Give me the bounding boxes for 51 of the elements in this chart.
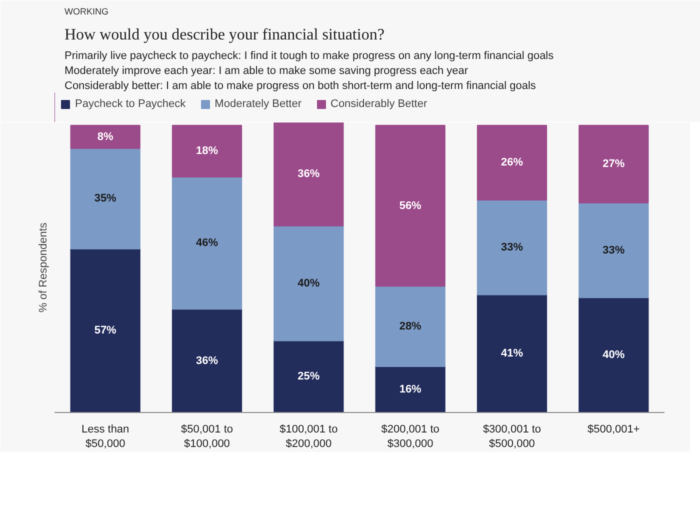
x-tick-label: Less than $50,000 [81, 424, 130, 450]
data-label: 36% [298, 168, 320, 180]
bar [70, 124, 140, 149]
data-label: 27% [602, 158, 625, 170]
bar [70, 248, 140, 412]
bar [578, 202, 649, 298]
bar [375, 286, 446, 368]
bar [274, 122, 344, 226]
x-tick-label: $50,001 to $100,000 [181, 424, 234, 450]
bar [172, 308, 242, 412]
data-label: 40% [602, 349, 625, 362]
data-label: 36% [196, 354, 218, 367]
data-label: 28% [399, 320, 422, 332]
text: WORKING [64, 6, 108, 16]
bar [375, 366, 446, 412]
chart-title: How would you describe your financial situation? [64, 26, 384, 44]
x-tick-label: $100,001 to $200,000 [280, 424, 338, 450]
data-label: 26% [500, 156, 524, 169]
bar [172, 176, 242, 310]
text: Considerably better: I am able to make progress on both short-term and long-term financial goals [64, 80, 536, 92]
bar [476, 124, 548, 201]
bar [70, 148, 140, 250]
bar [375, 124, 446, 287]
data-label: 18% [196, 145, 218, 158]
data-label: 33% [500, 241, 524, 254]
x-tick-label: $500,001+ [588, 424, 640, 436]
data-label: 56% [399, 200, 422, 212]
bar [172, 124, 242, 178]
text: Moderately improve each year: I am able to make some saving progress each year [64, 65, 468, 77]
bar [578, 124, 649, 204]
data-label: 8% [97, 130, 114, 143]
data-label: 40% [298, 277, 320, 290]
data-label: 35% [94, 192, 117, 205]
bar [476, 200, 548, 296]
data-label: 33% [602, 244, 625, 256]
legend-label: Considerably Better [330, 98, 428, 110]
legend-label: Moderately Better [214, 98, 302, 110]
data-label: 41% [500, 348, 524, 360]
y-axis-title: % of Respondents [38, 222, 50, 312]
legend-label: Paycheck to Paycheck [75, 98, 186, 110]
data-label: 57% [94, 324, 117, 337]
bar [274, 340, 344, 412]
x-tick-label: $300,001 to $500,000 [482, 424, 542, 450]
x-tick-label: $200,001 to $300,000 [381, 424, 440, 450]
bar [476, 294, 548, 412]
data-label: 46% [196, 237, 218, 250]
bar [578, 297, 649, 412]
data-label: 16% [399, 384, 422, 396]
data-label: 25% [298, 370, 320, 383]
text: Primarily live paycheck to paycheck: I find it tough to make progress on any long-term financial goals [64, 50, 554, 62]
bar [274, 225, 344, 342]
